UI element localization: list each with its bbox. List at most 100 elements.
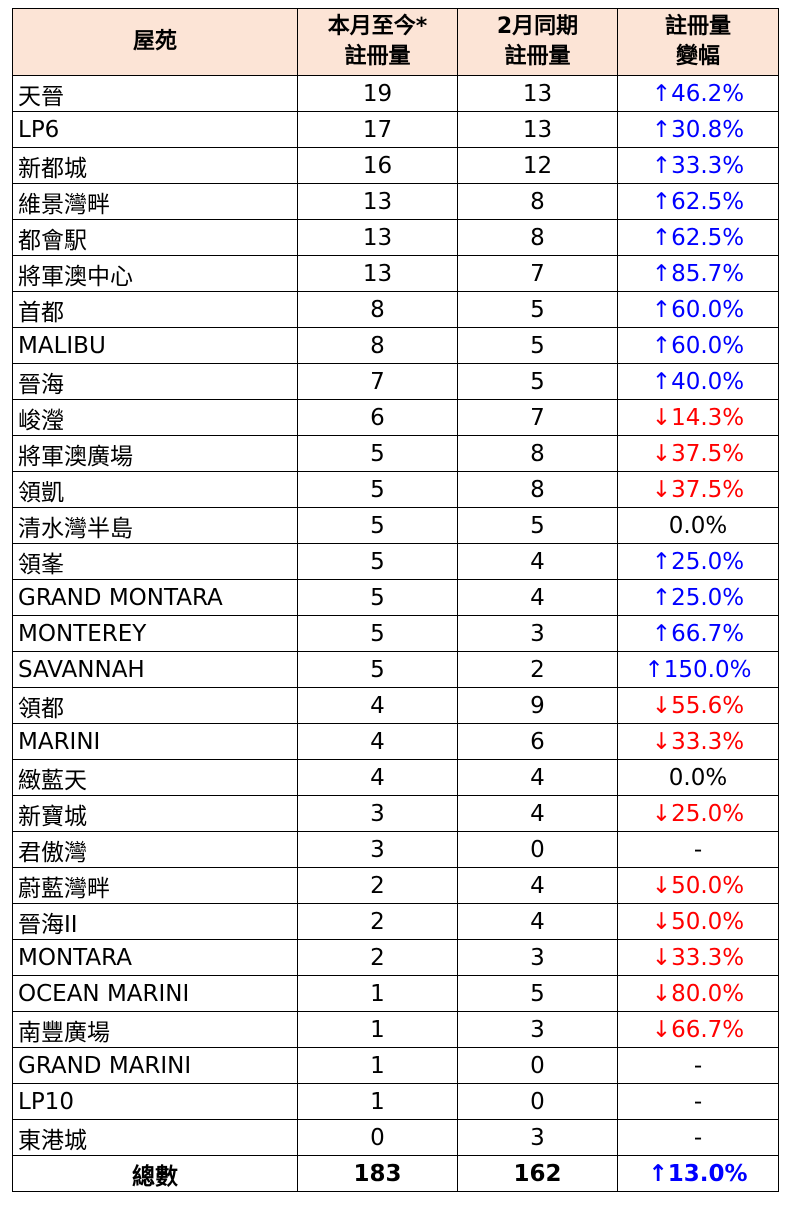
mtd-count: 1 bbox=[297, 1083, 458, 1120]
feb-count: 4 bbox=[457, 867, 618, 904]
feb-count: 4 bbox=[457, 579, 618, 616]
feb-count: 3 bbox=[457, 1119, 618, 1156]
estate-name: 天晉 bbox=[12, 75, 298, 112]
feb-count: 8 bbox=[457, 435, 618, 472]
mtd-count: 3 bbox=[297, 831, 458, 868]
estate-name: 維景灣畔 bbox=[12, 183, 298, 220]
feb-count: 12 bbox=[457, 147, 618, 184]
feb-count: 2 bbox=[457, 651, 618, 688]
change-pct: ↓55.6% bbox=[617, 687, 779, 724]
change-pct: ↓14.3% bbox=[617, 399, 779, 436]
change-pct: ↑25.0% bbox=[617, 543, 779, 580]
mtd-count: 4 bbox=[297, 759, 458, 796]
change-pct: - bbox=[617, 1083, 779, 1120]
change-pct: ↓37.5% bbox=[617, 435, 779, 472]
table-row: 東港城 0 3- bbox=[12, 1119, 779, 1156]
table-row: 新都城 16 12 ↑33.3% bbox=[12, 147, 779, 184]
change-pct: ↑30.8% bbox=[617, 111, 779, 148]
change-pct: ↑33.3% bbox=[617, 147, 779, 184]
estate-name: 都會駅 bbox=[12, 219, 298, 256]
table-row: LP6 17 13 ↑30.8% bbox=[12, 111, 779, 148]
mtd-count: 4 bbox=[297, 687, 458, 724]
mtd-count: 7 bbox=[297, 363, 458, 400]
estate-name: LP10 bbox=[12, 1083, 298, 1120]
table-row: 新寶城 3 4 ↓25.0% bbox=[12, 795, 779, 832]
total-feb: 162 bbox=[457, 1155, 618, 1192]
estate-name: GRAND MARINI bbox=[12, 1047, 298, 1084]
feb-count: 6 bbox=[457, 723, 618, 760]
table-row: 領峯 5 4 ↑25.0% bbox=[12, 543, 779, 580]
feb-count: 4 bbox=[457, 795, 618, 832]
estate-name: GRAND MONTARA bbox=[12, 579, 298, 616]
table-row: 緻藍天 4 4 0.0% bbox=[12, 759, 779, 796]
mtd-count: 16 bbox=[297, 147, 458, 184]
table-row: 君傲灣 3 0- bbox=[12, 831, 779, 868]
mtd-count: 5 bbox=[297, 543, 458, 580]
estate-name: 晉海 bbox=[12, 363, 298, 400]
feb-count: 0 bbox=[457, 1083, 618, 1120]
mtd-count: 5 bbox=[297, 615, 458, 652]
change-pct: ↑46.2% bbox=[617, 75, 779, 112]
mtd-count: 5 bbox=[297, 435, 458, 472]
estate-name: 領都 bbox=[12, 687, 298, 724]
change-pct: ↑60.0% bbox=[617, 327, 779, 364]
mtd-count: 2 bbox=[297, 939, 458, 976]
estate-name: LP6 bbox=[12, 111, 298, 148]
feb-count: 3 bbox=[457, 939, 618, 976]
estate-name: 新都城 bbox=[12, 147, 298, 184]
change-pct: ↓80.0% bbox=[617, 975, 779, 1012]
feb-count: 0 bbox=[457, 831, 618, 868]
feb-count: 5 bbox=[457, 327, 618, 364]
estate-name: OCEAN MARINI bbox=[12, 975, 298, 1012]
table-row: 峻瀅 6 7 ↓14.3% bbox=[12, 399, 779, 436]
table-row: MONTARA 2 3 ↓33.3% bbox=[12, 939, 779, 976]
mtd-count: 5 bbox=[297, 471, 458, 508]
estate-name: SAVANNAH bbox=[12, 651, 298, 688]
estate-name: 緻藍天 bbox=[12, 759, 298, 796]
estate-name: 峻瀅 bbox=[12, 399, 298, 436]
change-pct: ↑150.0% bbox=[617, 651, 779, 688]
estate-name: MONTARA bbox=[12, 939, 298, 976]
header-feb: 2月同期 註冊量 bbox=[457, 8, 618, 76]
estate-name: 首都 bbox=[12, 291, 298, 328]
table-row: 都會駅 13 8 ↑62.5% bbox=[12, 219, 779, 256]
mtd-count: 0 bbox=[297, 1119, 458, 1156]
mtd-count: 13 bbox=[297, 219, 458, 256]
change-pct: ↑62.5% bbox=[617, 183, 779, 220]
mtd-count: 8 bbox=[297, 327, 458, 364]
table-row: OCEAN MARINI 1 5 ↓80.0% bbox=[12, 975, 779, 1012]
feb-count: 7 bbox=[457, 399, 618, 436]
table-row: MARINI 4 6 ↓33.3% bbox=[12, 723, 779, 760]
change-pct: ↑62.5% bbox=[617, 219, 779, 256]
table-row: MONTEREY 5 3 ↑66.7% bbox=[12, 615, 779, 652]
mtd-count: 2 bbox=[297, 867, 458, 904]
table-row: 將軍澳中心 13 7 ↑85.7% bbox=[12, 255, 779, 292]
change-pct: - bbox=[617, 1119, 779, 1156]
change-pct: 0.0% bbox=[617, 759, 779, 796]
change-pct: ↑40.0% bbox=[617, 363, 779, 400]
mtd-count: 5 bbox=[297, 651, 458, 688]
feb-count: 3 bbox=[457, 1011, 618, 1048]
change-pct: - bbox=[617, 1047, 779, 1084]
estate-name: 領凱 bbox=[12, 471, 298, 508]
estate-name: 將軍澳中心 bbox=[12, 255, 298, 292]
header-change: 註冊量 變幅 bbox=[617, 8, 779, 76]
mtd-count: 13 bbox=[297, 255, 458, 292]
change-pct: - bbox=[617, 831, 779, 868]
change-pct: ↑60.0% bbox=[617, 291, 779, 328]
feb-count: 5 bbox=[457, 363, 618, 400]
change-pct: 0.0% bbox=[617, 507, 779, 544]
feb-count: 5 bbox=[457, 291, 618, 328]
table-row: 領凱 5 8 ↓37.5% bbox=[12, 471, 779, 508]
estate-name: 南豐廣場 bbox=[12, 1011, 298, 1048]
mtd-count: 1 bbox=[297, 1047, 458, 1084]
mtd-count: 19 bbox=[297, 75, 458, 112]
table-row: GRAND MONTARA 5 4 ↑25.0% bbox=[12, 579, 779, 616]
table-row: 清水灣半島 5 5 0.0% bbox=[12, 507, 779, 544]
mtd-count: 17 bbox=[297, 111, 458, 148]
change-pct: ↑25.0% bbox=[617, 579, 779, 616]
feb-count: 13 bbox=[457, 111, 618, 148]
table-row: 晉海II 2 4 ↓50.0% bbox=[12, 903, 779, 940]
mtd-count: 1 bbox=[297, 975, 458, 1012]
registration-table: 屋苑 本月至今* 註冊量 2月同期 註冊量 註冊量 變幅 天晉 19 13 ↑46.2% LP… bbox=[12, 8, 779, 1192]
